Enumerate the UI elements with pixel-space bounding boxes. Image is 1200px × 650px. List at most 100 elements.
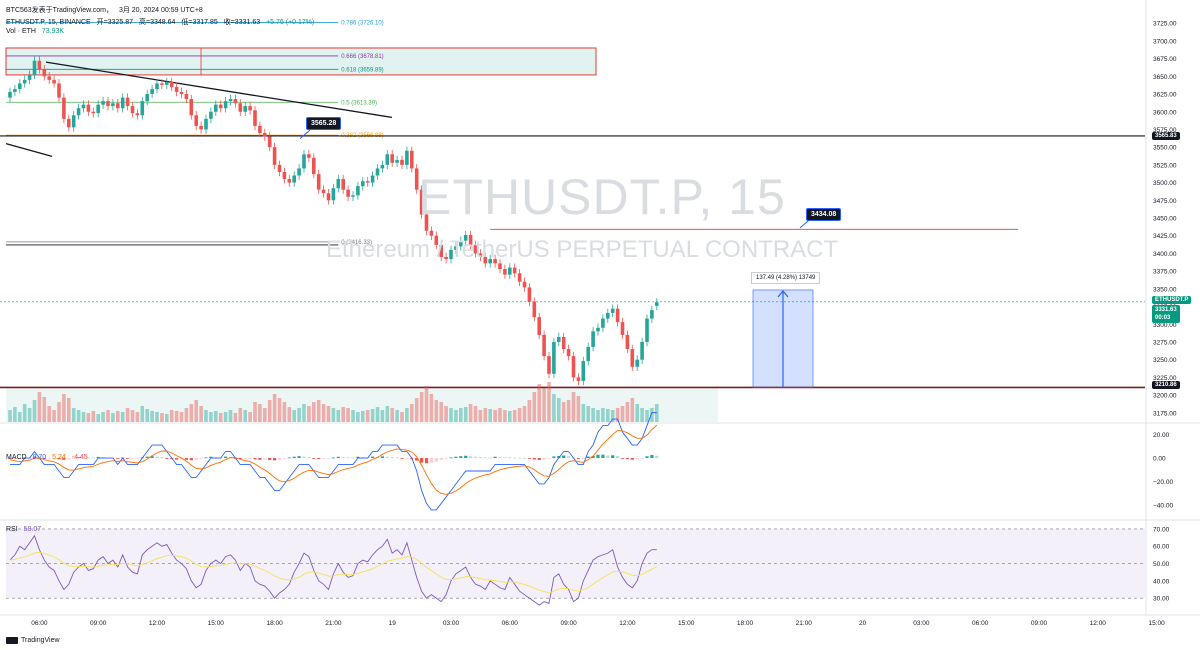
rsi-tick-label: 70.00	[1153, 526, 1170, 533]
candle-body	[174, 86, 179, 92]
header-symbol[interactable]: ETHUSDT.P, 15, BINANCE	[6, 19, 91, 26]
volume-bar	[165, 414, 169, 422]
volume-bar	[130, 410, 135, 422]
macd-tick-label: −20.00	[1153, 479, 1173, 486]
measure-label: 137.49 (4.28%) 13749	[751, 272, 821, 284]
price-tick-label: 3200.00	[1153, 393, 1177, 400]
candle-body	[410, 150, 414, 169]
candle-body	[517, 273, 522, 282]
macd-histogram-bar	[150, 456, 154, 459]
volume-bar	[640, 408, 644, 422]
volume-bar	[459, 408, 463, 422]
volume-bar	[576, 396, 581, 422]
macd-histogram-bar	[630, 458, 634, 460]
volume-bar	[449, 408, 453, 422]
macd-histogram-bar	[586, 456, 590, 459]
watermark-title: ETHUSDT.P, 15	[418, 169, 786, 225]
volume-bar	[375, 407, 380, 422]
time-tick-label: 18:00	[266, 620, 283, 627]
time-tick-label: 09:00	[90, 620, 107, 627]
macd-histogram-bar	[189, 458, 193, 461]
candle-body	[508, 267, 512, 275]
volume-bar	[218, 413, 223, 422]
callout-price-1[interactable]: 3565.28	[306, 117, 342, 130]
volume-bar	[537, 384, 541, 422]
candle-body	[253, 110, 257, 126]
candle-body	[125, 97, 130, 107]
candle-body	[419, 189, 424, 215]
time-tick-label: 12:00	[1090, 620, 1107, 627]
macd-label[interactable]: MACD	[6, 454, 27, 461]
macd-histogram-bar	[326, 458, 331, 459]
macd-histogram-bar	[567, 456, 571, 459]
tradingview-logo[interactable]: TradingView	[6, 637, 60, 644]
macd-histogram-bar	[444, 458, 448, 459]
candle-body	[106, 101, 110, 107]
macd-histogram-bar	[557, 455, 561, 459]
candle-body	[463, 235, 468, 241]
volume-bar	[47, 406, 51, 422]
candle-body	[8, 91, 12, 98]
candle-body	[155, 83, 159, 90]
price-tick-label: 3675.00	[1153, 56, 1177, 63]
macd-histogram-bar	[268, 458, 272, 460]
volume-bar	[209, 412, 213, 422]
header-attribution: BTC563发表于TradingView.com，	[6, 7, 113, 14]
volume-bar	[522, 406, 527, 422]
rsi-legend: RSI 58.07	[6, 526, 45, 533]
candle-body	[243, 106, 247, 112]
rsi-v1: 58.07	[23, 526, 42, 533]
time-tick-label: 09:00	[1031, 620, 1048, 627]
candle-body	[346, 189, 350, 197]
time-tick-label: 20	[859, 620, 867, 627]
candle-body	[145, 94, 149, 102]
candle-body	[395, 159, 399, 163]
candle-body	[625, 334, 630, 350]
macd-histogram-bar	[282, 458, 286, 459]
candle-body	[351, 195, 355, 197]
candle-body	[630, 349, 635, 367]
macd-histogram-bar	[429, 458, 433, 463]
time-tick-label: 19	[389, 620, 397, 627]
volume-bar	[86, 413, 91, 422]
candle-body	[287, 179, 292, 183]
volume-bar	[503, 410, 507, 422]
candle-body	[522, 281, 527, 288]
volume-bar	[620, 406, 625, 422]
price-tick-label: 3700.00	[1153, 38, 1177, 45]
volume-bar	[454, 410, 458, 422]
measure-arrow-head	[777, 290, 789, 298]
volume-bar	[370, 409, 375, 422]
header-open: 开=3325.87	[96, 19, 134, 26]
macd-histogram-bar	[86, 457, 90, 459]
volume-bar	[248, 412, 252, 422]
volume-bar	[106, 410, 110, 422]
macd-histogram-bar	[478, 457, 482, 459]
macd-histogram-bar	[62, 458, 66, 460]
macd-tick-label: 0.00	[1153, 456, 1166, 463]
macd-histogram-bar	[650, 454, 654, 459]
candle-body	[204, 118, 208, 130]
logo-text: TradingView	[21, 637, 60, 644]
volume-bar	[160, 413, 164, 422]
vol-label[interactable]: Vol · ETH	[6, 28, 36, 35]
volume-bar	[488, 409, 492, 422]
time-tick-label: 21:00	[325, 620, 342, 627]
callout-price-2[interactable]: 3434.08	[806, 208, 842, 221]
macd-histogram-bar	[77, 457, 81, 459]
candle-body	[331, 188, 336, 201]
candle-body	[640, 341, 644, 360]
candle-body	[248, 106, 252, 111]
time-tick-label: 15:00	[678, 620, 695, 627]
macd-histogram-bar	[371, 456, 375, 459]
macd-histogram-bar	[601, 454, 605, 459]
macd-histogram-bar	[361, 457, 365, 459]
candle-body	[37, 60, 42, 70]
macd-histogram-bar	[351, 457, 355, 459]
rsi-tick-label: 50.00	[1153, 561, 1170, 568]
rsi-label[interactable]: RSI	[6, 526, 18, 533]
candle-body	[218, 104, 223, 109]
candle-body	[282, 171, 287, 180]
rsi-tick-label: 60.00	[1153, 544, 1170, 551]
